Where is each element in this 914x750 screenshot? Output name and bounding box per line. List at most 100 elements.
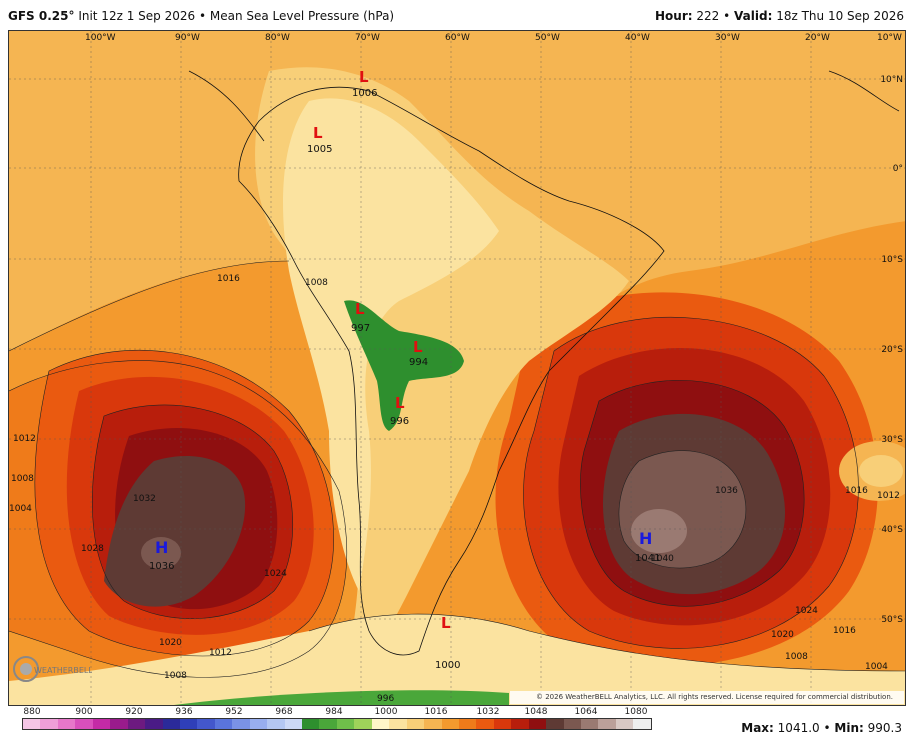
colorbar-swatch: [23, 719, 41, 729]
colorbar-tick: 1000: [374, 707, 398, 717]
isobar-label: 1012: [13, 434, 36, 444]
colorbar-swatch: [267, 719, 285, 729]
lon-label-80w: 80°W: [265, 33, 290, 43]
weatherbell-logo: WEATHERBELL: [12, 652, 93, 686]
colorbar-swatch: [476, 719, 494, 729]
isobar-label: 1012: [209, 648, 232, 658]
colorbar-tick: 1016: [424, 707, 448, 717]
lon-label-40w: 40°W: [625, 33, 650, 43]
lon-label-30w: 30°W: [715, 33, 740, 43]
init-time: Init 12z 1 Sep 2026: [78, 9, 196, 23]
isobar-label: 1016: [845, 486, 868, 496]
colorbar-swatch: [615, 719, 634, 729]
isobar-label: 1008: [11, 474, 34, 484]
min-value: 990.3: [867, 721, 902, 735]
colorbar-swatch: [633, 719, 651, 729]
colorbar-swatch: [546, 719, 564, 729]
lon-label-90w: 90°W: [175, 33, 200, 43]
lat-label-0: 0°: [893, 164, 903, 174]
min-label: Min:: [834, 721, 864, 735]
lat-label-50s: 50°S: [881, 615, 903, 625]
isobar-label: 1036: [715, 486, 738, 496]
colorbar-tick: 968: [275, 707, 293, 717]
low-marker: L: [355, 300, 365, 318]
max-min-stats: Max: 1041.0 • Min: 990.3: [741, 721, 902, 735]
lon-label-20w: 20°W: [805, 33, 830, 43]
lon-label-70w: 70°W: [355, 33, 380, 43]
colorbar-swatch: [563, 719, 581, 729]
colorbar-swatch: [493, 719, 512, 729]
lat-label-10n: 10°N: [880, 75, 903, 85]
colorbar-swatch: [75, 719, 93, 729]
colorbar-swatch: [284, 719, 302, 729]
colorbar-swatch: [57, 719, 76, 729]
colorbar-swatch: [354, 719, 372, 729]
low-pressure-green-zone: [344, 300, 464, 431]
colorbar-swatch: [581, 719, 599, 729]
lat-label-40s: 40°S: [881, 525, 903, 535]
low-value: 997: [351, 323, 370, 334]
atlantic-high-center: [631, 509, 687, 553]
colorbar-swatch: [528, 719, 547, 729]
pressure-map[interactable]: 100°W 90°W 80°W 70°W 60°W 50°W 40°W 30°W…: [8, 30, 906, 706]
colorbar-swatch: [441, 719, 459, 729]
colorbar-tick: 880: [23, 707, 41, 717]
southern-low-zone: [9, 614, 905, 705]
lon-label-60w: 60°W: [445, 33, 470, 43]
isobar-label: 1004: [865, 662, 888, 672]
colorbar-swatch: [598, 719, 616, 729]
low-marker: L: [359, 68, 369, 86]
colorbar-swatch: [406, 719, 425, 729]
lat-label-30s: 30°S: [881, 435, 903, 445]
isobar-label: 1040: [651, 554, 674, 564]
colorbar-tick: 1064: [574, 707, 598, 717]
valid-label: Valid:: [734, 9, 773, 23]
low-value: 1000: [435, 660, 460, 671]
colorbar-swatch: [249, 719, 268, 729]
low-value: 994: [409, 357, 428, 368]
colorbar-swatch: [389, 719, 407, 729]
colorbar-tick: 1048: [524, 707, 548, 717]
colorbar-swatch: [302, 719, 320, 729]
colorbar-tick: 984: [325, 707, 343, 717]
low-marker: L: [395, 394, 405, 412]
colorbar-tick: 936: [175, 707, 193, 717]
east-small-high-inner: [859, 455, 903, 487]
copyright-notice: © 2026 WeatherBELL Analytics, LLC. All r…: [510, 691, 904, 704]
model-name: GFS 0.25°: [8, 9, 75, 23]
colorbar-tick: 900: [75, 707, 93, 717]
colorbar: [22, 718, 652, 730]
logo-text: WEATHERBELL: [34, 666, 92, 675]
colorbar-tick: 920: [125, 707, 143, 717]
map-svg: 100°W 90°W 80°W 70°W 60°W 50°W 40°W 30°W…: [9, 31, 905, 705]
africa-coastline: [828, 70, 900, 112]
hour-label: Hour:: [655, 9, 693, 23]
isobar-label: 1024: [795, 606, 818, 616]
valid-time-info: Hour: 222 • Valid: 18z Thu 10 Sep 2026: [655, 9, 904, 23]
isobar-label: 1012: [877, 491, 900, 501]
low-marker: L: [413, 338, 423, 356]
colorbar-tick: 1032: [476, 707, 500, 717]
isobar-label: 1020: [771, 630, 794, 640]
colorbar-swatch: [179, 719, 198, 729]
isobar-label: 1020: [159, 638, 182, 648]
lat-label-10s: 10°S: [881, 255, 903, 265]
colorbar-swatch: [197, 719, 215, 729]
valid-value: 18z Thu 10 Sep 2026: [776, 9, 904, 23]
colorbar-swatch: [336, 719, 355, 729]
hour-value: 222: [696, 9, 720, 23]
lat-label-20s: 20°S: [881, 345, 903, 355]
colorbar-swatch: [319, 719, 337, 729]
isobar-label: 1016: [833, 626, 856, 636]
high-value: 1041: [635, 553, 660, 564]
isobar-label: 1028: [81, 544, 104, 554]
isobar-label: 1024: [264, 569, 287, 579]
header-bar: GFS 0.25° Init 12z 1 Sep 2026 • Mean Sea…: [0, 0, 914, 30]
colorbar-swatch: [40, 719, 58, 729]
colorbar-tick: 952: [225, 707, 243, 717]
colorbar-swatch: [145, 719, 163, 729]
pacific-high-center: [141, 537, 181, 569]
isobar-lines: [9, 260, 905, 678]
lon-label-10w: 10°W: [877, 33, 902, 43]
south-america-coastline: [238, 86, 665, 656]
